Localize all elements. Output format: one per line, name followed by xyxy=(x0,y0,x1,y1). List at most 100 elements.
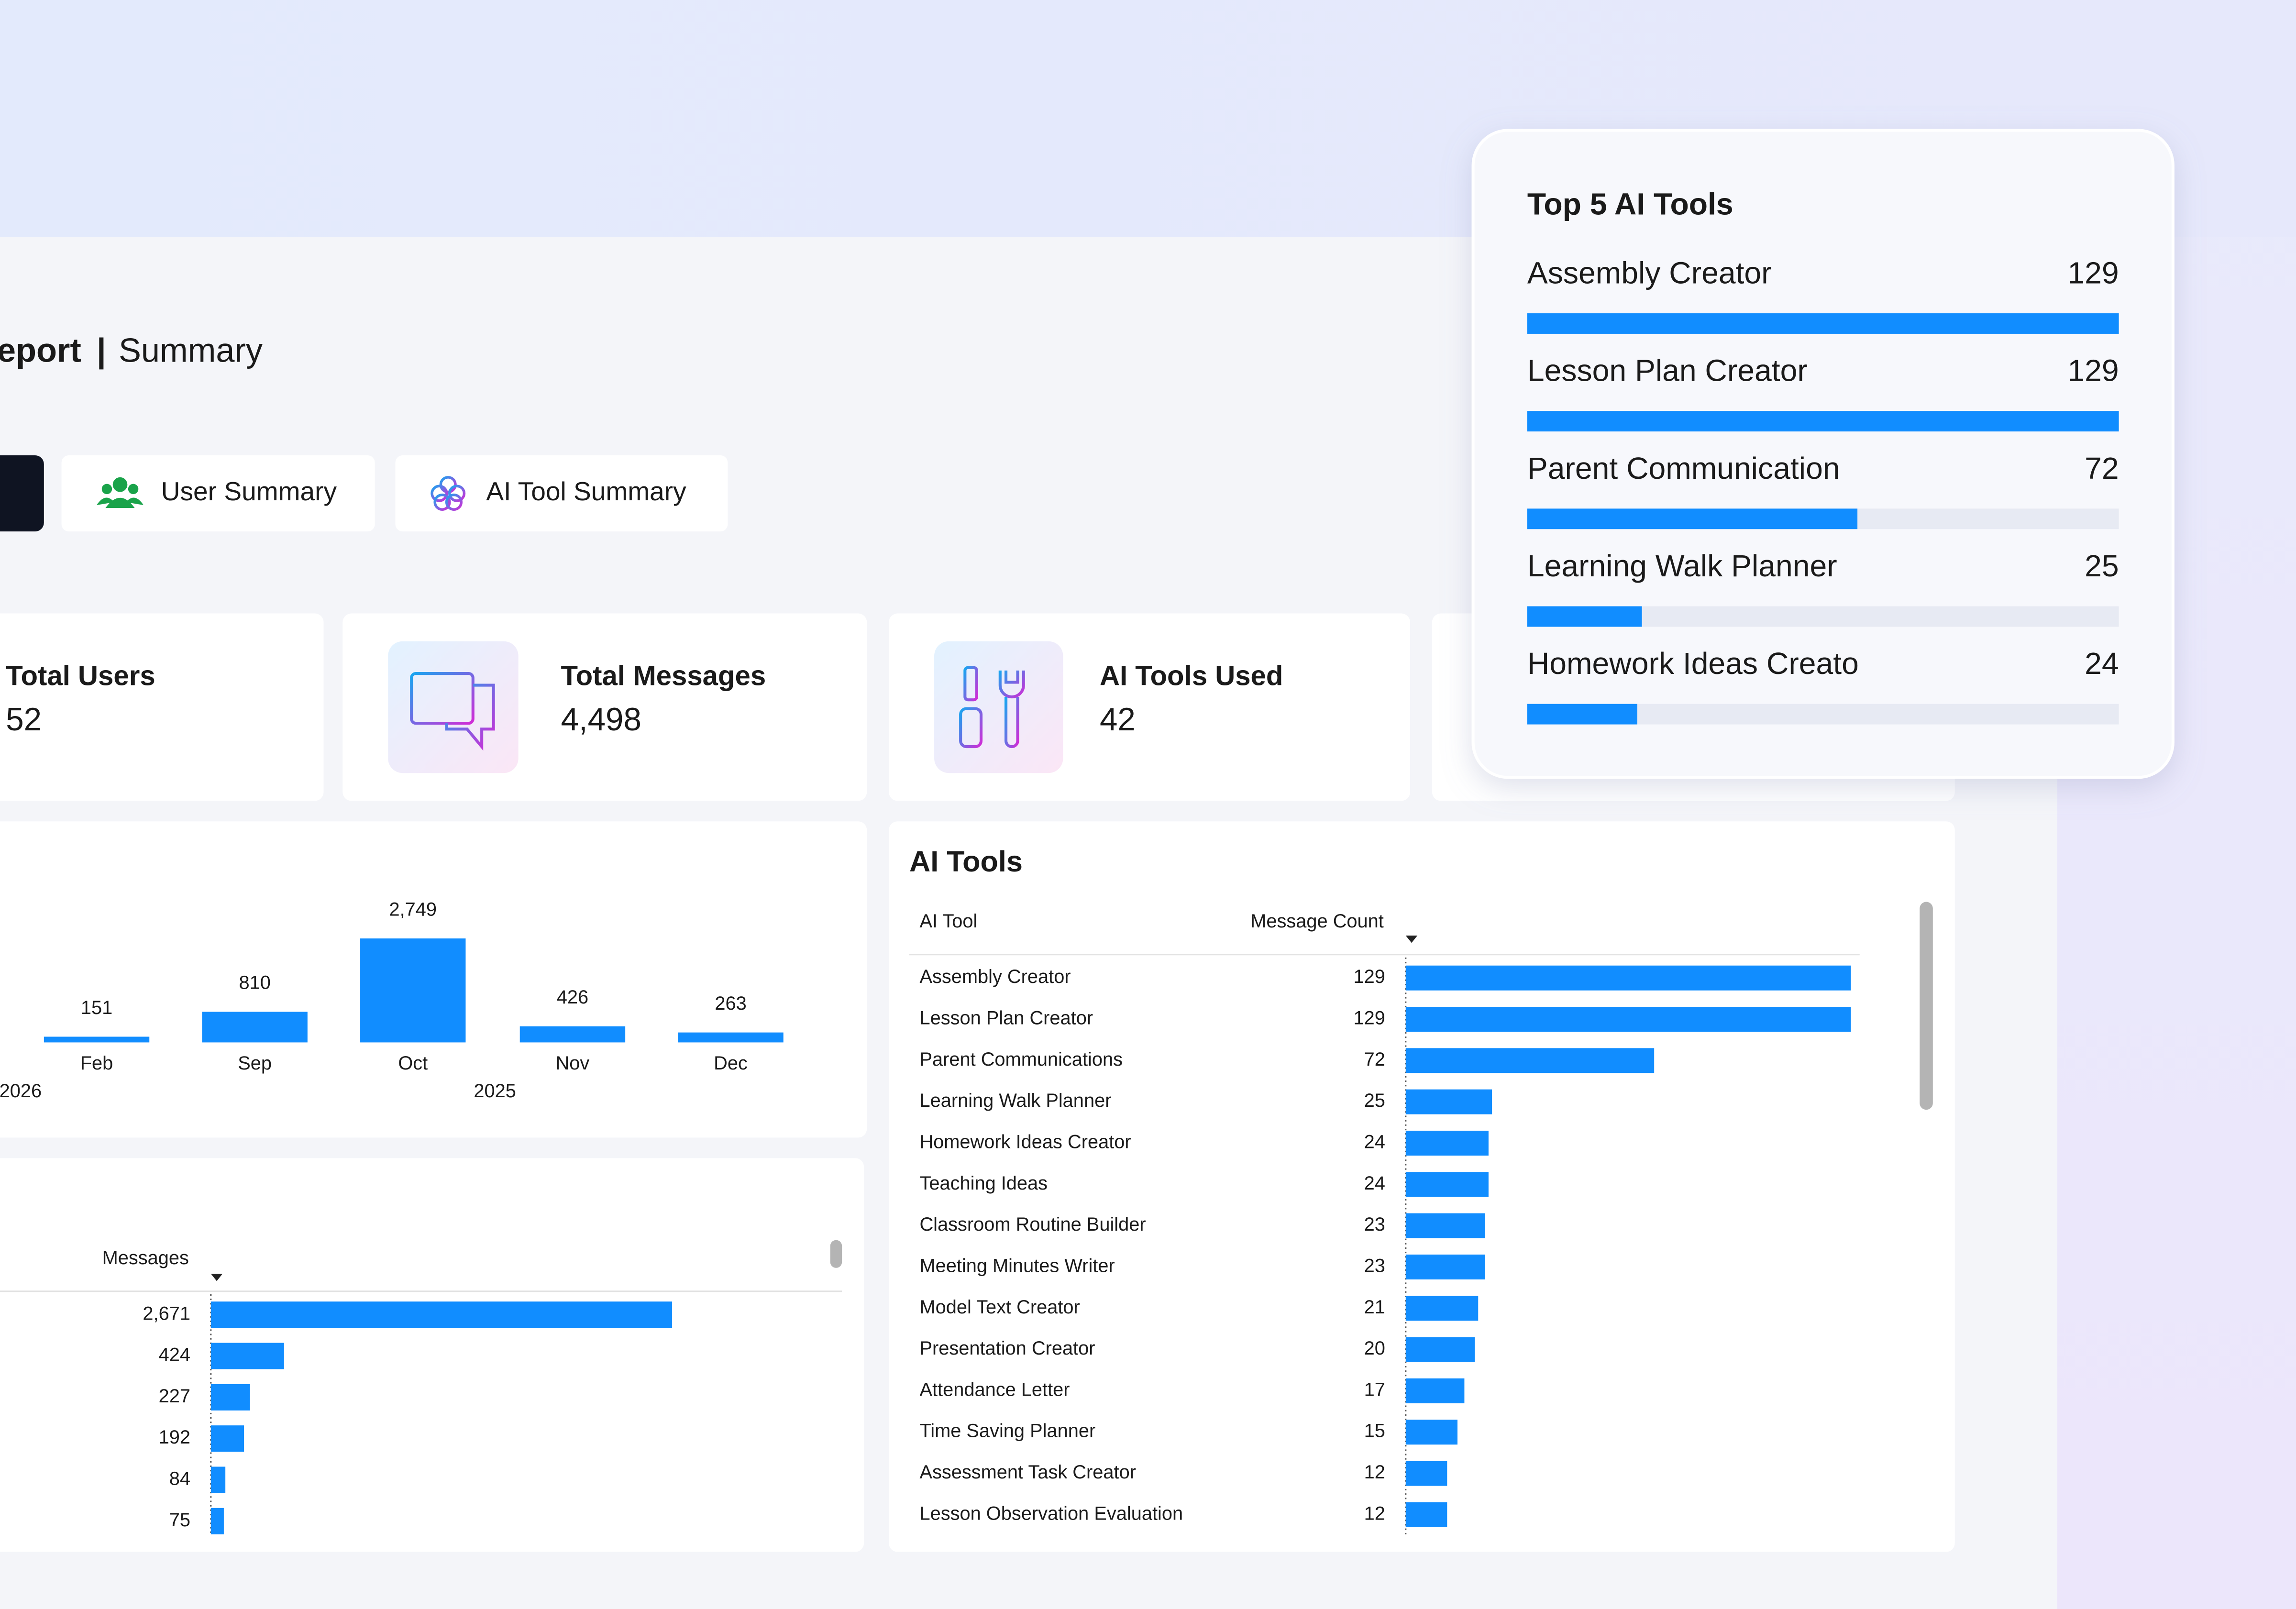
scrollbar[interactable] xyxy=(1920,902,1933,1110)
value-cell: 12 xyxy=(1364,1462,1385,1483)
bar xyxy=(44,1036,150,1043)
tool-value: 72 xyxy=(2085,451,2119,485)
bar xyxy=(1527,704,1637,725)
column-header: AI Tool xyxy=(919,911,977,932)
value-cell: 20 xyxy=(1364,1338,1385,1359)
data-label: 263 xyxy=(715,993,746,1014)
value-cell: 84 xyxy=(169,1468,190,1489)
bar xyxy=(210,1384,250,1411)
bar xyxy=(1405,1048,1655,1073)
tools-icon xyxy=(959,666,1025,749)
tool-name: Learning Walk Planner xyxy=(919,1090,1111,1111)
value-cell: 75 xyxy=(169,1510,190,1531)
data-label: 2,749 xyxy=(389,899,437,920)
bar xyxy=(1527,508,1858,529)
card-title: AI Tools xyxy=(909,845,1023,878)
bar xyxy=(210,1508,224,1534)
bar xyxy=(1405,1130,1489,1156)
tab-label: User Summary xyxy=(161,476,337,506)
tool-name: Lesson Observation Evaluation xyxy=(919,1503,1183,1524)
bar xyxy=(1405,1378,1465,1403)
bar xyxy=(210,1343,284,1369)
tool-name: Classroom Routine Builder xyxy=(919,1214,1146,1235)
bar xyxy=(210,1425,244,1452)
bar xyxy=(1405,1502,1447,1527)
tool-name: Lesson Plan Creator xyxy=(919,1008,1093,1029)
value-cell: 2,671 xyxy=(143,1303,190,1324)
bar xyxy=(1405,1213,1485,1238)
bar xyxy=(202,1012,308,1043)
card-title: Top 5 AI Tools xyxy=(1527,187,1733,221)
bar xyxy=(1405,1296,1479,1321)
tool-name: Learning Walk Planner xyxy=(1527,549,1837,583)
column-header: Messages xyxy=(102,1247,189,1268)
tool-value: 25 xyxy=(2085,549,2119,583)
report-word: eport xyxy=(0,331,81,369)
bar xyxy=(1405,1089,1492,1114)
tool-value: 24 xyxy=(2085,646,2119,681)
data-label: 810 xyxy=(239,972,270,993)
tool-name: Assessment Task Creator xyxy=(919,1462,1136,1483)
tab-user-summary[interactable]: User Summary xyxy=(61,455,375,532)
tool-name: Model Text Creator xyxy=(919,1297,1080,1318)
separator: | xyxy=(97,331,106,369)
kpi-value: 4,498 xyxy=(561,702,641,738)
value-cell: 17 xyxy=(1364,1379,1385,1400)
tab-box xyxy=(61,455,375,532)
bar xyxy=(1405,1007,1851,1032)
value-cell: 129 xyxy=(1354,966,1385,987)
value-cell: 23 xyxy=(1364,1255,1385,1276)
value-cell: 25 xyxy=(1364,1090,1385,1111)
active-tab[interactable] xyxy=(0,455,44,532)
messages-icon-bg xyxy=(388,641,519,773)
bar xyxy=(1527,313,2119,334)
value-cell: 24 xyxy=(1364,1173,1385,1194)
tool-name: Parent Communication xyxy=(1527,451,1840,485)
x-tick-label: Sep xyxy=(238,1053,272,1074)
tools-icon-bg xyxy=(934,641,1063,773)
year-label: 2026 xyxy=(0,1080,42,1102)
bar xyxy=(1405,965,1851,991)
value-cell: 129 xyxy=(1354,1008,1385,1029)
x-tick-label: Nov xyxy=(556,1053,590,1074)
bar xyxy=(1405,1254,1485,1279)
sort-arrow[interactable] xyxy=(1405,935,1418,943)
users-icon xyxy=(97,477,144,508)
x-tick-label: Feb xyxy=(80,1053,113,1074)
bar xyxy=(678,1032,784,1043)
tab-ai-tool-summary[interactable]: AI Tool Summary xyxy=(395,455,728,532)
sort-arrow[interactable] xyxy=(210,1274,223,1281)
tool-value: 129 xyxy=(2067,255,2119,290)
kpi-value: 52 xyxy=(6,702,42,738)
x-tick-label: Dec xyxy=(714,1053,748,1074)
bar xyxy=(519,1026,626,1043)
data-label: 426 xyxy=(557,987,588,1008)
x-tick-label: Oct xyxy=(398,1053,428,1074)
value-cell: 424 xyxy=(159,1345,190,1366)
bar xyxy=(1527,606,1642,627)
data-label: 151 xyxy=(81,997,112,1018)
tool-name: Attendance Letter xyxy=(919,1379,1070,1400)
tool-name: Homework Ideas Creato xyxy=(1527,646,1859,681)
bar xyxy=(1527,411,2119,432)
value-cell: 23 xyxy=(1364,1214,1385,1235)
tab-box xyxy=(395,455,728,532)
value-cell: 72 xyxy=(1364,1049,1385,1070)
report-subtitle: Summary xyxy=(119,331,263,369)
kpi-label: Total Messages xyxy=(561,661,766,692)
value-cell: 227 xyxy=(159,1386,190,1407)
user-messages-card xyxy=(0,1158,864,1552)
bar xyxy=(1405,1461,1447,1486)
column-header: Message Count xyxy=(1250,911,1384,932)
tool-value: 129 xyxy=(2067,353,2119,388)
tool-name: Homework Ideas Creator xyxy=(919,1132,1131,1153)
tool-name: Teaching Ideas xyxy=(919,1173,1048,1194)
value-cell: 12 xyxy=(1364,1503,1385,1524)
value-cell: 15 xyxy=(1364,1421,1385,1442)
scrollbar[interactable] xyxy=(830,1240,842,1268)
value-cell: 192 xyxy=(159,1427,190,1448)
tool-name: Time Saving Planner xyxy=(919,1421,1095,1442)
tab-label: AI Tool Summary xyxy=(486,476,686,506)
